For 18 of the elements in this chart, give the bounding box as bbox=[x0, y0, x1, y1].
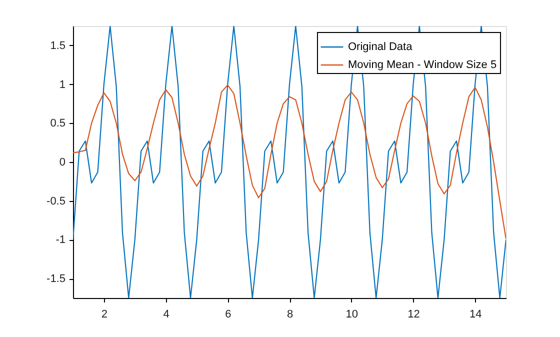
y-tick-label: 1.5 bbox=[50, 40, 66, 52]
line-series bbox=[73, 84, 506, 240]
y-tick-label: 0.5 bbox=[50, 118, 66, 130]
y-tick-label: 1 bbox=[59, 78, 66, 91]
x-tick-label: 4 bbox=[163, 308, 170, 320]
line-series bbox=[73, 26, 506, 298]
y-tick-label: -1 bbox=[56, 234, 66, 246]
legend-label: Original Data bbox=[348, 41, 414, 53]
x-tick-label: 12 bbox=[408, 308, 420, 320]
y-tick-label: 0 bbox=[59, 156, 66, 168]
legend-label: Moving Mean - Window Size 5 bbox=[348, 59, 497, 71]
x-tick-label: 10 bbox=[346, 308, 358, 320]
x-tick-label: 2 bbox=[101, 308, 108, 320]
x-tick-label: 8 bbox=[286, 308, 294, 320]
x-tick-label: 6 bbox=[225, 308, 232, 320]
y-tick-label: -1.5 bbox=[46, 273, 66, 286]
x-tick-label: 14 bbox=[469, 308, 482, 320]
y-tick-label: -0.5 bbox=[46, 195, 66, 208]
